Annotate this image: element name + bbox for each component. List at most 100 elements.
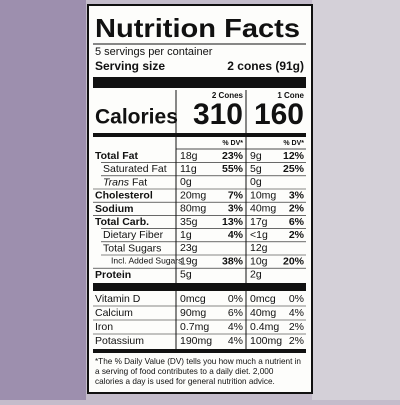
nutrient-label: Total Carb. xyxy=(95,216,149,228)
nutrient-label: Vitamin D xyxy=(95,293,141,305)
amount: 19g xyxy=(180,255,198,267)
nutrient-label: Total Sugars xyxy=(103,242,161,254)
nutrient-label-text: Total Fat xyxy=(95,150,138,162)
amount: 35g xyxy=(180,216,198,228)
column-header: 2 Cones xyxy=(212,91,244,100)
footnote: a serving of food contributes to a daily… xyxy=(95,367,274,376)
daily-value: 2% xyxy=(289,335,304,347)
amount: 9g xyxy=(250,150,262,162)
nutrient-label-text: Saturated Fat xyxy=(103,163,167,175)
amount: 5g xyxy=(180,269,192,281)
daily-value: 4% xyxy=(228,229,244,241)
dv-header: % DV* xyxy=(283,140,304,147)
daily-value: 20% xyxy=(283,255,305,267)
nutrient-label: Sodium xyxy=(95,203,134,215)
amount: 40mg xyxy=(250,307,276,319)
daily-value: 6% xyxy=(228,307,243,319)
amount: 20mg xyxy=(180,189,206,201)
amount: 1g xyxy=(180,229,192,241)
amount: 0mcg xyxy=(250,293,276,305)
daily-value: 23% xyxy=(222,150,244,162)
amount: 5g xyxy=(250,163,262,175)
daily-value: 0% xyxy=(289,293,304,305)
nutrient-label: Total Fat xyxy=(95,150,138,162)
amount: 100mg xyxy=(250,335,282,347)
package-left xyxy=(0,0,86,400)
daily-value: 3% xyxy=(289,189,305,201)
amount: 18g xyxy=(180,150,198,162)
medium-bar xyxy=(93,349,306,353)
footnote: *The % Daily Value (DV) tells you how mu… xyxy=(95,357,301,366)
daily-value: 3% xyxy=(228,203,244,215)
package-right xyxy=(312,0,400,400)
daily-value: 0% xyxy=(228,293,243,305)
daily-value: 4% xyxy=(228,321,243,333)
nutrient-label-text: Sodium xyxy=(95,203,134,215)
calories-label: Calories xyxy=(95,106,178,129)
label-box xyxy=(87,4,313,394)
amount: 0g xyxy=(250,176,262,188)
nutrient-label: Dietary Fiber xyxy=(103,229,164,241)
serving-size-label: Serving size xyxy=(95,59,165,73)
amount: 40mg xyxy=(250,203,276,215)
nutrient-label: Cholesterol xyxy=(95,189,153,201)
daily-value: 7% xyxy=(228,189,244,201)
daily-value: 12% xyxy=(283,150,305,162)
daily-value: 4% xyxy=(228,335,243,347)
daily-value: 13% xyxy=(222,216,244,228)
amount: 23g xyxy=(180,242,198,254)
nutrient-label-text: Potassium xyxy=(95,335,144,347)
amount: 12g xyxy=(250,242,268,254)
daily-value: 38% xyxy=(222,255,244,267)
daily-value: 25% xyxy=(283,163,305,175)
daily-value: 2% xyxy=(289,229,305,241)
nutrient-label-text: Cholesterol xyxy=(95,189,153,201)
daily-value: 6% xyxy=(289,216,305,228)
servings: 5 servings per container xyxy=(95,46,213,58)
thick-bar xyxy=(93,283,306,291)
nutrient-label-text: Total Sugars xyxy=(103,242,161,254)
nutrient-label-italic: Trans xyxy=(103,176,130,188)
nutrient-label-text: Dietary Fiber xyxy=(103,229,164,241)
nutrient-label: Calcium xyxy=(95,307,133,319)
daily-value: 2% xyxy=(289,321,304,333)
nutrient-label: Trans Fat xyxy=(103,176,147,188)
thick-bar xyxy=(93,77,306,88)
nutrient-label: Potassium xyxy=(95,335,144,347)
daily-value: 2% xyxy=(289,203,305,215)
amount: 80mg xyxy=(180,203,206,215)
amount: 10g xyxy=(250,255,268,267)
nutrient-label: Protein xyxy=(95,269,131,281)
calories-value: 310 xyxy=(193,98,243,131)
amount: 2g xyxy=(250,269,262,281)
medium-bar xyxy=(93,133,306,137)
amount: 0mcg xyxy=(180,293,206,305)
nutrient-label-text: Vitamin D xyxy=(95,293,141,305)
nutrient-label: Iron xyxy=(95,321,113,333)
title: Nutrition Facts xyxy=(95,13,300,43)
amount: 0.7mg xyxy=(180,321,209,333)
amount: <1g xyxy=(250,229,268,241)
amount: 11g xyxy=(180,163,197,175)
nutrient-label-text: Protein xyxy=(95,269,131,281)
serving-size-value: 2 cones (91g) xyxy=(227,59,304,73)
footnote: calories a day is used for general nutri… xyxy=(95,377,275,386)
nutrient-label-text: Total Carb. xyxy=(95,216,149,228)
nutrient-label-text: Incl. Added Sugars xyxy=(111,256,182,266)
nutrient-label-text: Fat xyxy=(132,176,147,188)
dv-header: % DV* xyxy=(222,140,243,147)
daily-value: 4% xyxy=(289,307,304,319)
amount: 0g xyxy=(180,176,192,188)
amount: 190mg xyxy=(180,335,212,347)
daily-value: 55% xyxy=(222,163,244,175)
calories-value: 160 xyxy=(254,98,304,131)
amount: 90mg xyxy=(180,307,206,319)
column-header: 1 Cone xyxy=(277,91,304,100)
nutrient-label-text: Iron xyxy=(95,321,113,333)
nutrient-label: Incl. Added Sugars xyxy=(111,256,182,266)
amount: 10mg xyxy=(250,189,276,201)
nutrient-label: Saturated Fat xyxy=(103,163,167,175)
amount: 0.4mg xyxy=(250,321,279,333)
